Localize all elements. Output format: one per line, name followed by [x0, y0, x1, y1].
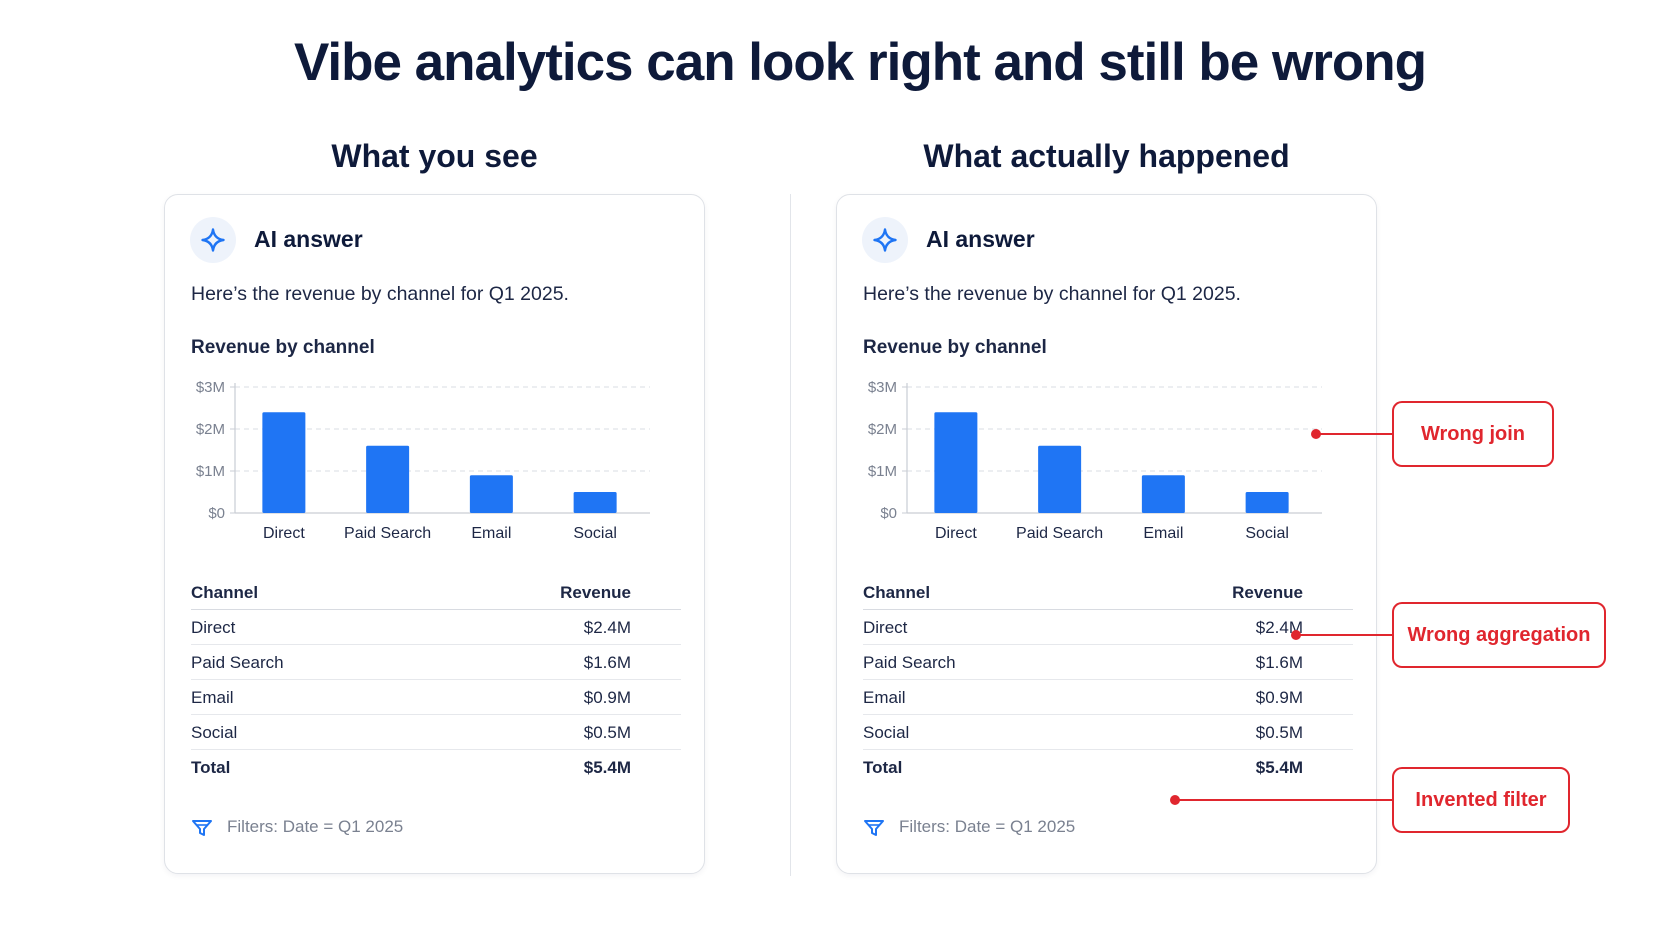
channel-cell: Social — [191, 723, 238, 742]
channel-cell: Channel — [191, 583, 259, 602]
channel-cell: Total — [191, 758, 231, 777]
callout-invented-filter: Invented filter — [1392, 767, 1570, 833]
callout-wrong-aggregation: Wrong aggregation — [1392, 602, 1606, 668]
table-total-row: Total $5.4M — [191, 750, 681, 784]
table-row: Paid Search $1.6M — [191, 645, 681, 680]
channel-cell: Paid Search — [191, 653, 284, 672]
ai-answer-card-right: AI answer Here’s the revenue by channel … — [836, 194, 1377, 874]
channel-cell: Paid Search — [863, 653, 956, 672]
channel-cell: Channel — [863, 583, 931, 602]
table-header-row: Channel Revenue — [191, 575, 681, 610]
ai-answer-label: AI answer — [926, 226, 1035, 252]
revenue-cell: $0.9M — [583, 688, 631, 707]
page-title: Vibe analytics can look right and still … — [293, 33, 1427, 92]
channel-cell: Email — [863, 688, 906, 707]
right-column-heading: What actually happened — [923, 138, 1290, 174]
bar-social — [1245, 492, 1289, 513]
sparkle-icon — [862, 217, 908, 263]
filter-icon — [192, 820, 212, 836]
filters-text: Filters: Date = Q1 2025 — [899, 817, 1076, 836]
revenue-table: Channel Revenue Direct $2.4M Paid Search $1.6… — [863, 575, 1353, 784]
revenue-cell: $1.6M — [583, 653, 631, 672]
x-tick-label: Social — [1245, 525, 1289, 542]
revenue-cell: $2.4M — [1255, 618, 1303, 637]
y-tick-label: $2M — [868, 421, 897, 438]
ai-answer-card-left: AI answer Here’s the revenue by channel … — [164, 194, 705, 874]
answer-intro-text: Here’s the revenue by channel for Q1 202… — [863, 283, 1241, 305]
table-row: Direct $2.4M — [191, 610, 681, 645]
channel-cell: Total — [863, 758, 903, 777]
bar-direct — [262, 412, 306, 513]
table-row: Email $0.9M — [191, 680, 681, 715]
revenue-cell: $1.6M — [1255, 653, 1303, 672]
chart-title: Revenue by channel — [191, 337, 375, 358]
revenue-cell: $0.5M — [583, 723, 631, 742]
table-row: Direct $2.4M — [863, 610, 1353, 645]
filter-icon — [864, 820, 884, 836]
channel-cell: Email — [191, 688, 234, 707]
revenue-cell: $0.5M — [1255, 723, 1303, 742]
y-tick-label: $3M — [196, 379, 225, 396]
x-tick-label: Direct — [935, 525, 977, 542]
table-header-row: Channel Revenue — [863, 575, 1353, 610]
left-column-heading: What you see — [331, 138, 538, 174]
table-row: Paid Search $1.6M — [863, 645, 1353, 680]
revenue-cell: Revenue — [560, 583, 631, 602]
bar-direct — [934, 412, 978, 513]
revenue-cell: $0.9M — [1255, 688, 1303, 707]
revenue-cell: $5.4M — [583, 758, 631, 777]
channel-cell: Social — [863, 723, 910, 742]
revenue-table: Channel Revenue Direct $2.4M Paid Search $1.6… — [191, 575, 681, 784]
bar-paid-search — [1038, 445, 1082, 513]
revenue-bar-chart: $0 $1M $2M $3M Direct Paid Search Email Social — [868, 379, 1322, 542]
y-tick-label: $0 — [208, 505, 225, 522]
y-tick-label: $2M — [196, 421, 225, 438]
x-tick-label: Direct — [263, 525, 305, 542]
x-tick-label: Paid Search — [344, 525, 431, 542]
y-tick-label: $1M — [868, 463, 897, 480]
table-row: Social $0.5M — [191, 715, 681, 750]
bar-email — [469, 475, 513, 513]
y-tick-label: $0 — [880, 505, 897, 522]
x-tick-label: Paid Search — [1016, 525, 1103, 542]
revenue-cell: $5.4M — [1255, 758, 1303, 777]
revenue-cell: $2.4M — [583, 618, 631, 637]
table-row: Social $0.5M — [863, 715, 1353, 750]
column-divider — [790, 194, 791, 876]
y-tick-label: $1M — [196, 463, 225, 480]
channel-cell: Direct — [191, 618, 236, 637]
bar-email — [1141, 475, 1185, 513]
bar-social — [573, 492, 617, 513]
table-row: Email $0.9M — [863, 680, 1353, 715]
answer-intro-text: Here’s the revenue by channel for Q1 202… — [191, 283, 569, 305]
filters-text: Filters: Date = Q1 2025 — [227, 817, 404, 836]
x-tick-label: Email — [471, 525, 511, 542]
x-tick-label: Social — [573, 525, 617, 542]
table-total-row: Total $5.4M — [863, 750, 1353, 784]
revenue-bar-chart: $0 $1M $2M $3M Direct Paid Search Email Social — [196, 379, 650, 542]
callout-wrong-join: Wrong join — [1392, 401, 1554, 467]
chart-title: Revenue by channel — [863, 337, 1047, 358]
revenue-cell: Revenue — [1232, 583, 1303, 602]
sparkle-icon — [190, 217, 236, 263]
bar-paid-search — [366, 445, 410, 513]
ai-answer-label: AI answer — [254, 226, 363, 252]
channel-cell: Direct — [863, 618, 908, 637]
x-tick-label: Email — [1143, 525, 1183, 542]
y-tick-label: $3M — [868, 379, 897, 396]
